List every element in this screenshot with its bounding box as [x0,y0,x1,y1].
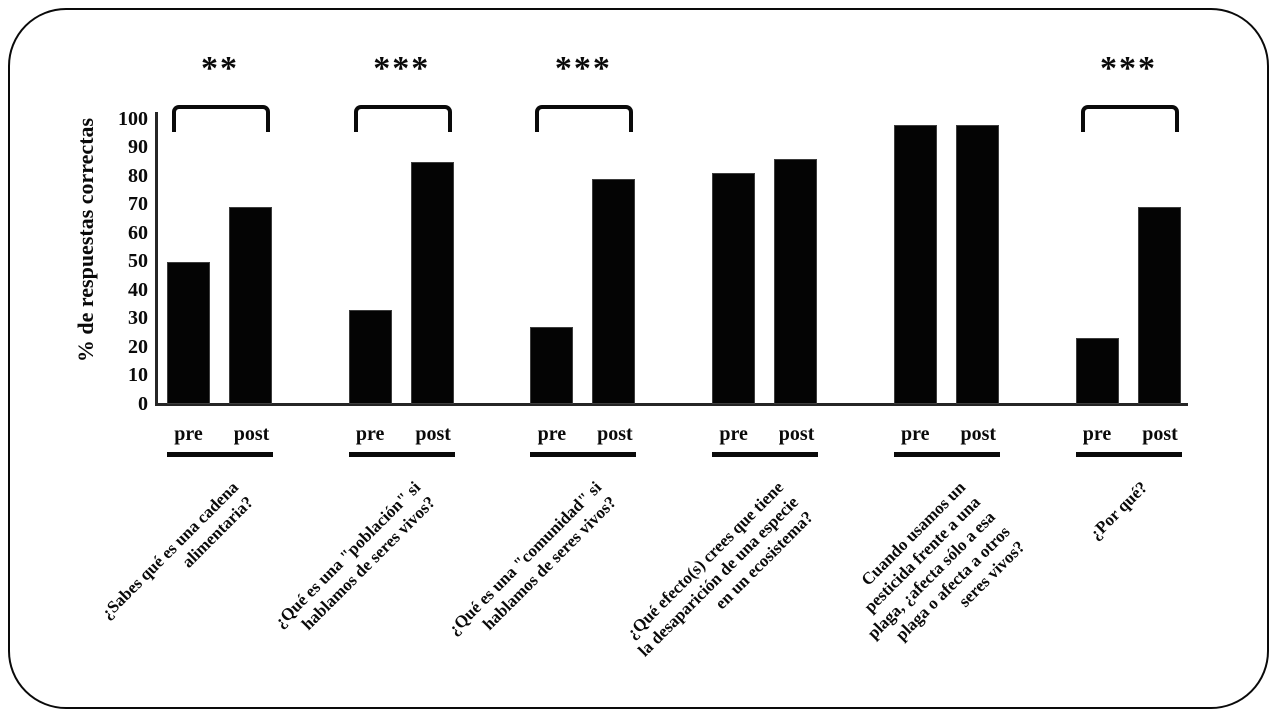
bar-post [592,178,636,404]
post-label: post [415,423,451,445]
significance-bracket [535,105,634,132]
y-tick-label: 30 [128,307,148,329]
significance-bracket [1080,105,1179,132]
y-axis-line [155,112,158,406]
group-underline [1075,452,1182,457]
group-underline [530,452,637,457]
pre-label: pre [901,423,930,445]
bar-post [1137,207,1181,404]
y-tick-label: 50 [128,250,148,272]
chart-frame [8,8,1269,709]
pre-label: pre [537,423,567,445]
bar-pre [1075,338,1119,404]
post-label: post [233,423,270,445]
x-axis-line [155,403,1188,406]
bar-pre [530,327,574,404]
bar-pre [893,124,937,404]
bar-post [410,161,454,404]
post-label: post [960,423,997,445]
post-label: post [778,423,815,445]
y-tick-label: 10 [128,364,148,386]
group-underline [893,452,1000,457]
significance-bracket [172,105,270,132]
post-label: post [597,423,633,445]
y-tick-label: 20 [128,335,148,358]
group-underline [348,452,455,457]
y-tick-label: 0 [138,392,148,415]
significance-stars: *** [554,50,612,87]
bar-post [229,207,272,404]
y-tick-label: 60 [128,221,148,244]
y-tick-label: 40 [128,278,148,301]
y-tick-label: 100 [118,107,148,130]
bar-pre [348,309,392,404]
y-tick-label: 70 [128,193,148,215]
post-label: post [1142,423,1178,445]
pre-label: pre [174,423,203,445]
bar-post [774,158,818,404]
bar-pre [712,173,756,404]
bar-post [955,124,999,404]
significance-stars: *** [373,50,431,87]
pre-label: pre [1082,423,1112,445]
y-tick-label: 90 [128,136,148,158]
significance-stars: ** [201,50,239,87]
pre-label: pre [355,423,385,445]
pre-label: pre [719,423,748,445]
group-underline [712,452,819,457]
bar-pre [167,261,210,404]
significance-stars: *** [1100,50,1157,87]
y-tick-label: 80 [128,164,148,187]
significance-bracket [353,105,452,132]
group-underline [167,452,273,457]
